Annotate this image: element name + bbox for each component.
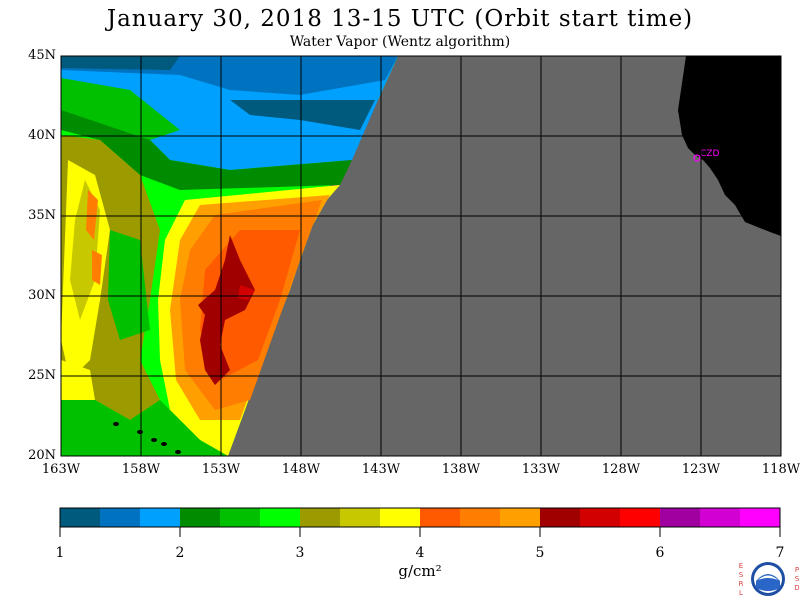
lon-label-163W: 163W <box>41 462 81 477</box>
colorbar-swatch <box>220 508 260 527</box>
lon-label-128W: 128W <box>601 462 641 477</box>
lat-label-35N: 35N <box>28 208 56 223</box>
colorbar-swatch <box>380 508 420 527</box>
colorbar-swatch <box>700 508 740 527</box>
colorbar-swatch <box>540 508 580 527</box>
water-vapor-field: CZD <box>61 56 781 456</box>
lat-label-30N: 30N <box>28 288 56 303</box>
colorbar-swatch <box>300 508 340 527</box>
colorbar-tick-4: 4 <box>415 545 425 561</box>
colorbar-tick-7: 7 <box>775 545 785 561</box>
colorbar-swatch <box>140 508 180 527</box>
lat-label-25N: 25N <box>28 368 56 383</box>
colorbar-tick-3: 3 <box>295 545 305 561</box>
colorbar-swatch <box>500 508 540 527</box>
station-marker <box>693 154 701 162</box>
colorbar-swatch <box>60 508 100 527</box>
lat-label-40N: 40N <box>28 128 56 143</box>
lat-label-20N: 20N <box>28 448 56 463</box>
lon-label-153W: 153W <box>201 462 241 477</box>
lon-label-123W: 123W <box>681 462 721 477</box>
colorbar-units: g/cm² <box>398 562 442 580</box>
colorbar-swatch <box>420 508 460 527</box>
lat-label-45N: 45N <box>28 48 56 63</box>
colorbar-swatch <box>100 508 140 527</box>
colorbar-tick-2: 2 <box>175 545 185 561</box>
lon-label-138W: 138W <box>441 462 481 477</box>
lon-label-148W: 148W <box>281 462 321 477</box>
lon-label-158W: 158W <box>121 462 161 477</box>
colorbar-swatch <box>260 508 300 527</box>
lon-label-133W: 133W <box>521 462 561 477</box>
colorbar-swatch <box>340 508 380 527</box>
coastline-land <box>678 56 781 236</box>
colorbar-swatch <box>660 508 700 527</box>
lon-label-118W: 118W <box>761 462 800 477</box>
colorbar-tick-1: 1 <box>55 545 65 561</box>
colorbar-swatch <box>620 508 660 527</box>
map-subtitle: Water Vapor (Wentz algorithm) <box>289 34 511 50</box>
lon-label-143W: 143W <box>361 462 401 477</box>
colorbar-tick-5: 5 <box>535 545 545 561</box>
colorbar <box>59 507 781 537</box>
station-label: CZD <box>700 149 719 159</box>
colorbar-swatch <box>180 508 220 527</box>
colorbar-tick-6: 6 <box>655 545 665 561</box>
noaa-logo <box>736 558 800 600</box>
map-title: January 30, 2018 13-15 UTC (Orbit start … <box>106 6 694 32</box>
colorbar-swatch <box>460 508 500 527</box>
colorbar-swatch <box>580 508 620 527</box>
map-grid <box>60 55 782 457</box>
colorbar-swatch <box>740 508 780 527</box>
